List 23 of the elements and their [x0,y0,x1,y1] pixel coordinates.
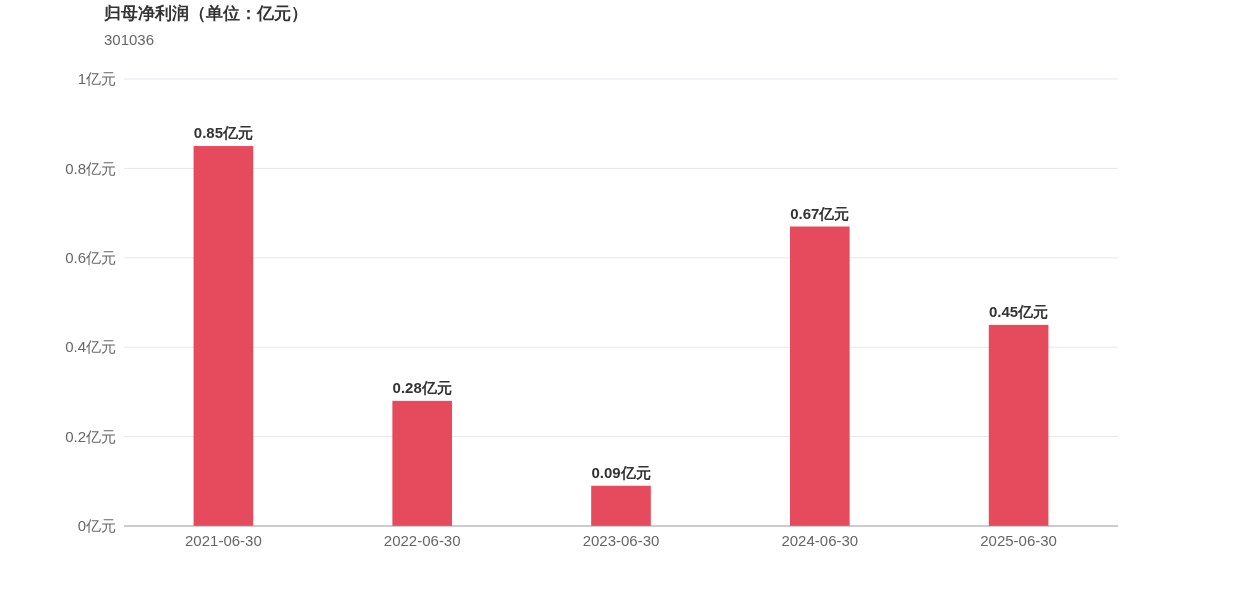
y-tick-label: 1亿元 [77,70,116,88]
bar [591,485,651,526]
x-tick-label: 2021-06-30 [185,532,262,549]
bar [789,226,850,526]
y-tick-label: 0.4亿元 [65,338,116,356]
x-tick-label: 2024-06-30 [781,532,859,549]
bar [988,324,1049,526]
bar [392,400,453,526]
x-tick-label: 2023-06-30 [582,532,660,549]
y-tick-label: 0亿元 [77,517,116,535]
data-label: 0.45亿元 [989,302,1049,320]
x-tick-label: 2022-06-30 [383,532,461,549]
data-label: 0.28亿元 [392,378,452,396]
bar [193,146,254,526]
data-label: 0.09亿元 [591,463,651,481]
x-tick-label: 2025-06-30 [980,532,1057,549]
chart-subtitle: 301036 [104,31,155,48]
data-label: 0.67亿元 [790,204,850,222]
data-label: 0.85亿元 [193,124,253,142]
y-tick-label: 0.8亿元 [65,159,116,177]
y-tick-label: 0.2亿元 [65,427,116,445]
y-tick-label: 0.6亿元 [65,249,116,267]
chart-title: 归母净利润（单位：亿元） [103,4,308,23]
